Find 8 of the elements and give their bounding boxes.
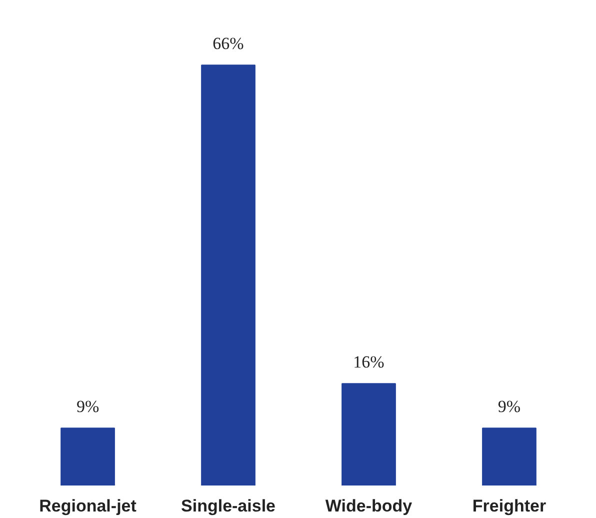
data-label: 9% <box>76 397 100 416</box>
data-label: 66% <box>212 34 244 54</box>
data-label: 16% <box>353 352 384 372</box>
x-tick-label: Single-aisle <box>181 496 276 516</box>
x-tick-label: Wide-body <box>325 496 413 516</box>
data-label: 9% <box>498 397 521 416</box>
x-tick-label: Freighter <box>472 496 546 516</box>
x-tick-label: Regional-jet <box>39 496 137 516</box>
